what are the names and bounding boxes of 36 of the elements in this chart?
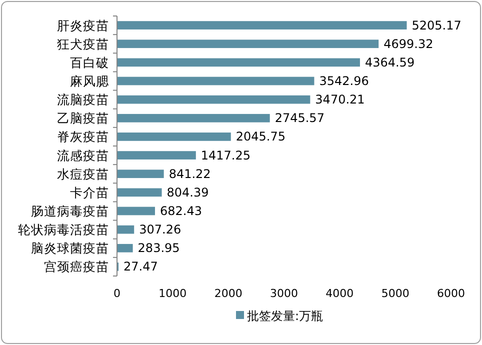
- data-label: 841.22: [168, 166, 211, 181]
- data-label: 5205.17: [412, 18, 462, 32]
- y-tick-label: 脊灰疫苗: [57, 129, 109, 144]
- x-tick-label: 3000: [270, 287, 298, 300]
- y-tick-label: 流感疫苗: [57, 148, 109, 163]
- data-label: 1417.25: [200, 148, 251, 162]
- x-tick-label: 5000: [381, 287, 410, 300]
- y-tick-label: 脑炎球菌疫苗: [31, 240, 109, 256]
- y-tick-label: 麻风腮: [70, 74, 109, 88]
- y-tick-label: 肝炎疫苗: [57, 18, 109, 33]
- y-tick-label: 百白破: [70, 54, 109, 70]
- data-label: 283.95: [138, 241, 180, 256]
- y-tick-label: 卡介苗: [70, 184, 109, 200]
- legend-label: 批签发量:万瓶: [247, 309, 324, 323]
- data-label: 682.43: [160, 204, 202, 218]
- y-tick-label: 流脑疫苗: [57, 92, 109, 108]
- y-tick-label: 轮状病毒活疫苗: [18, 222, 109, 238]
- x-tick-label: 2000: [214, 287, 242, 300]
- data-label: 3470.21: [315, 92, 365, 107]
- x-tick-label: 0: [114, 287, 120, 300]
- y-tick-label: 水痘疫苗: [57, 166, 109, 182]
- data-label: 27.47: [124, 260, 158, 274]
- x-tick-label: 6000: [437, 287, 465, 300]
- y-tick-label: 狂犬疫苗: [57, 36, 109, 52]
- data-label: 4364.59: [364, 55, 415, 70]
- y-tick-label: 宫颈癌疫苗: [44, 259, 109, 274]
- y-tick-label: 肠道病毒疫苗: [31, 204, 109, 218]
- data-label: 2745.57: [274, 111, 324, 126]
- data-label: 804.39: [166, 185, 209, 200]
- data-label: 3542.96: [319, 74, 369, 88]
- data-label: 307.26: [139, 222, 182, 237]
- x-tick-label: 4000: [326, 287, 354, 300]
- x-tick-label: 1000: [158, 287, 187, 300]
- data-label: 4699.32: [384, 36, 434, 51]
- data-label: 2045.75: [236, 130, 286, 144]
- y-tick-label: 乙脑疫苗: [57, 110, 109, 126]
